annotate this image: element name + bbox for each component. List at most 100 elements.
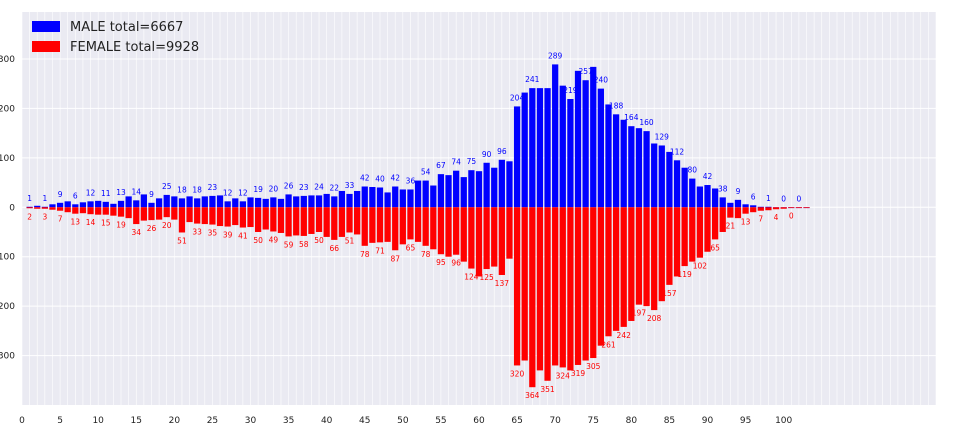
data-label-male: 12 (86, 188, 96, 197)
bar-male (308, 195, 315, 208)
data-label-male: 42 (390, 174, 400, 183)
bar-male (26, 206, 33, 208)
data-label-female: 96 (451, 259, 461, 268)
data-label-female: 319 (571, 369, 586, 378)
bar-male (354, 190, 361, 208)
bar-male (133, 200, 140, 208)
bar-female (331, 207, 338, 240)
y-tick-label: 100 (0, 154, 15, 164)
data-label-female: 35 (208, 229, 218, 238)
bar-male (87, 201, 94, 208)
data-label-male: 13 (116, 188, 126, 197)
bars-group (26, 64, 810, 388)
bar-male (628, 126, 635, 208)
data-label-female: 20 (162, 221, 172, 230)
bar-male (445, 175, 452, 208)
bar-male (559, 85, 566, 208)
bar-female (590, 207, 597, 359)
bar-male (643, 131, 650, 208)
data-label-male: 9 (58, 190, 63, 199)
bar-female (460, 207, 467, 262)
data-label-female: 78 (360, 250, 370, 259)
data-label-male: 289 (548, 51, 563, 60)
data-label-female: 119 (677, 270, 692, 279)
bar-female (148, 207, 155, 221)
data-label-female: 364 (525, 391, 540, 400)
data-label-male: 112 (670, 147, 685, 156)
bar-male (430, 185, 437, 208)
bar-female (727, 207, 734, 218)
bar-male (552, 64, 559, 208)
bar-female (651, 207, 658, 311)
bar-female (567, 207, 574, 371)
data-label-female: 58 (299, 240, 309, 249)
y-tick-label: 300 (0, 352, 15, 362)
data-label-female: 197 (632, 309, 647, 318)
data-label-female: 50 (314, 236, 324, 245)
bar-female (552, 207, 559, 366)
data-label-female: 14 (86, 218, 96, 227)
bar-female (285, 207, 292, 237)
bar-female (559, 207, 566, 368)
bar-female (254, 207, 262, 232)
bar-female (224, 207, 231, 227)
bar-male (567, 99, 574, 208)
bar-female (506, 207, 513, 259)
bar-male (719, 197, 726, 208)
y-tick-label: 0 (9, 203, 15, 213)
data-label-female: 102 (693, 262, 708, 271)
data-label-male: 67 (436, 161, 446, 170)
bar-female (430, 207, 437, 250)
data-label-female: 0 (789, 211, 794, 220)
data-label-male: 160 (639, 118, 654, 127)
data-label-male: 188 (609, 101, 624, 110)
x-tick-label: 70 (549, 416, 561, 426)
data-label-male: 74 (451, 158, 461, 167)
data-label-female: 242 (617, 331, 632, 340)
data-label-male: 240 (594, 76, 609, 85)
bar-female (392, 207, 399, 251)
bar-female (117, 207, 125, 217)
bar-male (384, 192, 391, 208)
bar-male (117, 200, 125, 208)
data-label-male: 36 (406, 176, 416, 185)
bar-female (711, 207, 719, 240)
bar-female (574, 207, 582, 365)
data-label-female: 4 (774, 213, 779, 222)
bar-male (41, 206, 48, 208)
bar-female (56, 207, 64, 211)
bar-male (635, 128, 643, 208)
bar-male (483, 162, 490, 208)
bar-female (209, 207, 216, 225)
bar-male (711, 188, 719, 208)
data-label-female: 51 (177, 236, 187, 245)
data-label-male: 90 (482, 150, 492, 159)
data-label-male: 9 (736, 187, 741, 196)
bar-female (354, 207, 361, 235)
bar-male (163, 194, 170, 208)
data-label-male: 257 (578, 67, 593, 76)
bar-female (110, 207, 117, 216)
legend: MALE total=6667 FEMALE total=9928 (32, 20, 199, 55)
x-tick-label: 100 (775, 416, 792, 426)
data-label-female: 2 (27, 212, 32, 221)
bar-male (300, 195, 307, 208)
data-label-female: 157 (662, 289, 677, 298)
bar-male (765, 206, 772, 208)
data-label-male: 26 (284, 181, 294, 190)
data-label-male: 14 (131, 187, 141, 196)
y-tick-label: 200 (0, 104, 15, 114)
data-label-female: 78 (421, 250, 431, 259)
bar-female (102, 207, 109, 215)
bar-female (498, 207, 505, 275)
bar-female (376, 207, 384, 243)
bar-male (521, 92, 528, 208)
bar-male (689, 178, 696, 208)
bar-female (453, 207, 460, 255)
bar-female (544, 207, 551, 381)
data-label-male: 6 (73, 191, 78, 200)
data-label-male: 18 (177, 185, 187, 194)
bar-female (95, 207, 102, 215)
bar-male (498, 159, 505, 208)
